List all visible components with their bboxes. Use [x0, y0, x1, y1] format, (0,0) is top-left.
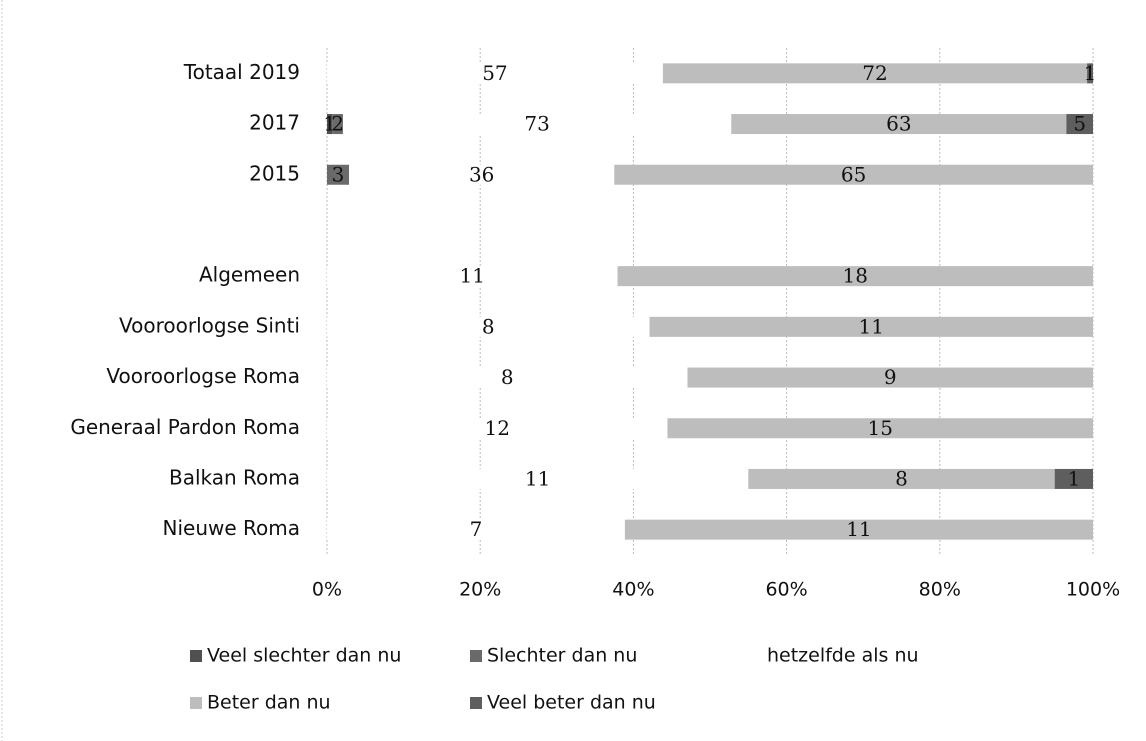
y-tick-label: 2017 — [249, 111, 300, 135]
y-tick-label: Vooroorlogse Roma — [106, 364, 300, 388]
bar-segment — [327, 367, 688, 388]
legend-swatch — [470, 697, 482, 709]
data-label: 63 — [886, 112, 911, 136]
bar-segment — [327, 316, 650, 337]
data-label: 11 — [859, 314, 884, 338]
data-label: 57 — [482, 61, 507, 85]
y-tick-label: Vooroorlogse Sinti — [119, 313, 300, 337]
data-label: 8 — [501, 365, 514, 389]
bar-segment — [1066, 114, 1093, 135]
legend-swatch — [190, 697, 202, 709]
data-label: 36 — [469, 162, 494, 186]
legend-label: Beter dan nu — [207, 692, 331, 714]
bar-segment — [649, 316, 1093, 337]
data-label: 8 — [895, 466, 908, 490]
bar-segment — [662, 63, 1088, 84]
data-label: 1 — [1067, 466, 1080, 490]
legend-label: Slechter dan nu — [487, 645, 637, 667]
bar-segment — [748, 468, 1055, 489]
bar-segment — [332, 114, 343, 135]
data-label: 11 — [525, 466, 550, 490]
x-tick-label: 60% — [765, 579, 807, 601]
legend-label: Veel beter dan nu — [487, 692, 656, 714]
y-tick-label: Balkan Roma — [169, 465, 300, 489]
data-label: 5 — [1073, 112, 1086, 136]
data-label: 2 — [331, 112, 344, 136]
bar-segment — [342, 114, 732, 135]
bar-segment — [327, 519, 625, 540]
bar-segment — [327, 266, 618, 287]
data-label: 12 — [484, 416, 509, 440]
bar-segment — [731, 114, 1067, 135]
legend-label: hetzelfde als nu — [767, 645, 919, 667]
y-tick-label: Totaal 2019 — [183, 60, 300, 84]
data-label: 8 — [482, 314, 495, 338]
x-tick-label: 0% — [312, 579, 342, 601]
y-tick-label: Nieuwe Roma — [163, 516, 301, 540]
bar-segment — [327, 164, 350, 185]
bar-segment — [349, 164, 615, 185]
bar-segment — [624, 519, 1093, 540]
legend-swatch — [470, 650, 482, 662]
x-tick-label: 20% — [459, 579, 501, 601]
data-label: 3 — [332, 162, 345, 186]
data-label: 1 — [1084, 61, 1097, 85]
bar-segment — [327, 418, 668, 439]
bar-segment — [614, 164, 1093, 185]
legend-label: Veel slechter dan nu — [207, 645, 401, 667]
data-label: 11 — [460, 264, 485, 288]
bar-segment — [1087, 63, 1093, 84]
bar-segment — [327, 114, 333, 135]
legend-swatch — [190, 650, 202, 662]
data-label: 15 — [867, 416, 892, 440]
bar-segment — [667, 418, 1093, 439]
data-label: 18 — [843, 264, 868, 288]
bar-segment — [617, 266, 1093, 287]
data-label: 65 — [841, 162, 866, 186]
y-tick-label: Generaal Pardon Roma — [70, 415, 300, 439]
data-label: 73 — [524, 112, 549, 136]
data-label: 9 — [884, 365, 897, 389]
data-label: 72 — [862, 61, 887, 85]
data-label: 11 — [846, 517, 871, 541]
y-tick-label: Algemeen — [199, 263, 300, 287]
bar-segment — [327, 468, 749, 489]
bar-segment — [1054, 468, 1093, 489]
y-tick-label: 2015 — [249, 161, 300, 185]
bar-segment — [327, 63, 663, 84]
x-tick-label: 100% — [1066, 579, 1120, 601]
x-tick-label: 40% — [612, 579, 654, 601]
data-label: 7 — [470, 517, 483, 541]
x-tick-label: 80% — [919, 579, 961, 601]
bar-segment — [687, 367, 1093, 388]
